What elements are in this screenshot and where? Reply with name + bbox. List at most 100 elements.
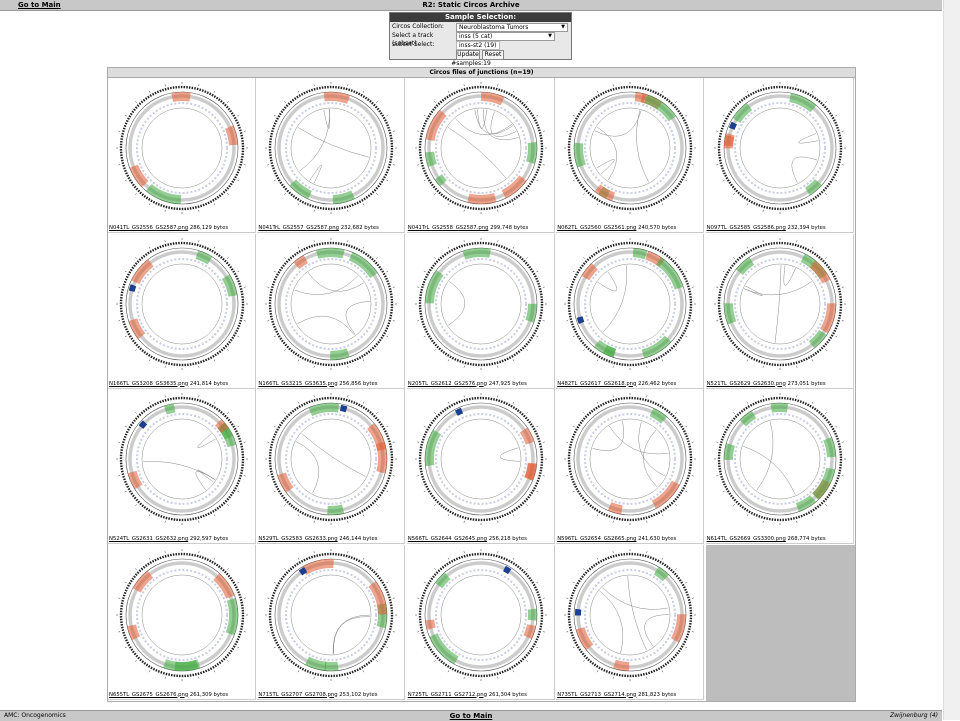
circos-cell[interactable]: N529TL_GS2583_GS2633.png 246,144 bytes (257, 389, 406, 544)
tick-mark (386, 646, 389, 648)
file-link[interactable]: N166TL_GS3215_GS3635.png (258, 380, 338, 387)
file-link[interactable]: N482TL_GS2617_GS2618.png (557, 380, 637, 387)
circos-cell[interactable]: N041TL_GS2556_GS2587.png 286,129 bytes (108, 78, 256, 233)
file-link[interactable]: N041TrL_GS2557_GS2587.png (258, 225, 340, 231)
circos-cell[interactable]: N614TL_GS2669_GS3300.png 268,774 bytes (705, 389, 854, 544)
tick-mark (124, 114, 127, 117)
tick-mark (124, 490, 127, 493)
file-link[interactable]: N041TrL_GS2558_GS2587.png (407, 225, 489, 231)
tick-mark (685, 114, 688, 117)
file-link[interactable]: N725TL_GS2711_GS2712.png (407, 691, 488, 698)
tick-mark (536, 646, 539, 648)
circos-cell[interactable]: N655TL_GS2675_GS2676.png 261,309 bytes (108, 544, 256, 700)
go-to-main-link[interactable]: Go to Main (18, 1, 61, 9)
tick-mark (463, 550, 465, 553)
file-link[interactable]: N062TL_GS2560_GS2561.png (557, 225, 637, 231)
file-link[interactable]: N166TL_GS3208_GS3635.png (109, 380, 189, 387)
tick-mark (497, 209, 499, 212)
tick-mark (423, 581, 426, 583)
file-link[interactable]: N655TL_GS2675_GS2676.png (109, 691, 189, 698)
tick-mark (416, 164, 420, 166)
circos-cell[interactable]: N482TL_GS2617_GS2618.png 226,462 bytes (556, 233, 705, 389)
footer-go-to-main-link[interactable]: Go to Main (449, 712, 493, 720)
tick-mark (298, 246, 300, 249)
circos-grid: Circos files of junctions (n=19) N041TL_… (107, 67, 856, 702)
tick-mark (824, 348, 827, 351)
circos-cell[interactable]: N524TL_GS2631_GS2632.png 292,597 bytes (108, 389, 256, 544)
cn-segment (525, 303, 537, 323)
file-link[interactable]: N097TL_GS2585_GS2586.png (706, 225, 786, 231)
tick-mark (363, 90, 365, 93)
tick-mark (841, 164, 844, 166)
tick-mark (675, 504, 678, 506)
inner-ring (589, 418, 671, 500)
tick-mark (732, 101, 735, 103)
file-size: 268,774 bytes (787, 536, 826, 542)
file-link[interactable]: N715TL_GS2707_GS2708.png (258, 691, 338, 698)
file-link[interactable]: N041TL_GS2556_GS2587.png (109, 225, 189, 231)
circos-cell[interactable]: N097TL_GS2585_GS2586.png 232,394 bytes (705, 78, 854, 233)
junction-link (447, 127, 506, 179)
track-ring (424, 247, 538, 360)
file-link[interactable]: N596TL_GS2654_GS2665.png (557, 536, 637, 542)
circos-cell[interactable]: N166TL_GS3208_GS3635.png 241,814 bytes (108, 233, 256, 389)
file-link[interactable]: N205TL_GS2612_GS2576.png (407, 380, 488, 387)
circos-cell[interactable]: N566TL_GS2644_GS2645.png 256,218 bytes (406, 389, 555, 544)
file-link[interactable]: N566TL_GS2644_GS2645.png (407, 536, 488, 542)
circos-cell[interactable]: N715TL_GS2707_GS2708.png 253,102 bytes (257, 544, 406, 700)
ideogram-ring (269, 85, 394, 211)
subset-select[interactable]: inss-st2 (19) (456, 41, 500, 50)
collection-select[interactable]: Neuroblastoma Tumors ▼ (456, 23, 568, 32)
deep-segment (728, 121, 737, 130)
file-link[interactable]: N521TL_GS2629_GS2630.png (706, 380, 786, 387)
tick-mark (661, 669, 664, 672)
track-select[interactable]: inss (5 cat) ▼ (456, 32, 555, 41)
track-label: Select a track (subset) (392, 32, 434, 47)
file-link[interactable]: N735TL_GS2713_GS2714.png (557, 691, 637, 698)
tick-mark (164, 209, 166, 212)
tick-mark (243, 475, 246, 477)
tick-mark (795, 209, 797, 212)
reset-button[interactable]: Reset (482, 50, 504, 60)
tick-mark (661, 90, 664, 93)
file-caption: N715TL_GS2707_GS2708.png 253,102 bytes (258, 692, 377, 698)
tick-mark (314, 365, 316, 368)
tick-mark (722, 179, 725, 182)
circos-cell[interactable]: N062TL_GS2560_GS2561.png 240,570 bytes (556, 78, 705, 233)
junction-link (596, 159, 615, 175)
tick-mark (732, 256, 735, 259)
junction-link (476, 109, 488, 129)
tick-mark (566, 630, 569, 632)
circos-cell[interactable]: N735TL_GS2713_GS2714.png 281,823 bytes (556, 544, 705, 700)
circos-cell[interactable]: N041TrL_GS2558_GS2587.png 299,748 bytes (406, 78, 555, 233)
circos-cell[interactable]: N596TL_GS2654_GS2665.png 241,630 bytes (556, 389, 705, 544)
file-link[interactable]: N524TL_GS2631_GS2632.png (109, 536, 189, 542)
vertical-scrollbar[interactable] (943, 0, 960, 720)
circos-cell[interactable]: N725TL_GS2711_GS2712.png 261,304 bytes (406, 544, 555, 700)
tick-mark (284, 504, 287, 506)
tick-mark (423, 270, 426, 272)
file-link[interactable]: N614TL_GS2669_GS3300.png (706, 536, 786, 542)
ideogram-ring (119, 241, 245, 366)
update-button[interactable]: Update (456, 50, 480, 60)
tick-mark (227, 504, 229, 506)
tick-mark (661, 246, 664, 249)
tick-mark (675, 256, 678, 259)
tick-mark (393, 286, 396, 288)
circos-cell[interactable]: N205TL_GS2612_GS2576.png 247,925 bytes (406, 233, 555, 389)
tick-mark (583, 101, 586, 103)
track-ring (125, 247, 239, 360)
circos-cell[interactable]: N521TL_GS2629_GS2630.png 273,051 bytes (705, 233, 854, 389)
file-size: 241,630 bytes (638, 536, 677, 542)
tick-mark (811, 90, 813, 93)
junction-link (197, 469, 216, 483)
circos-cell[interactable]: N041TrL_GS2557_GS2587.png 232,682 bytes (257, 78, 406, 233)
cn-segment (305, 656, 327, 671)
tick-mark (416, 286, 420, 288)
tick-mark (386, 114, 389, 117)
file-link[interactable]: N529TL_GS2583_GS2633.png (258, 536, 338, 542)
tick-mark (164, 520, 166, 523)
cn-segment (809, 260, 831, 284)
cn-segment (429, 632, 459, 664)
circos-cell[interactable]: N166TL_GS3215_GS3635.png 256,856 bytes (257, 233, 406, 389)
